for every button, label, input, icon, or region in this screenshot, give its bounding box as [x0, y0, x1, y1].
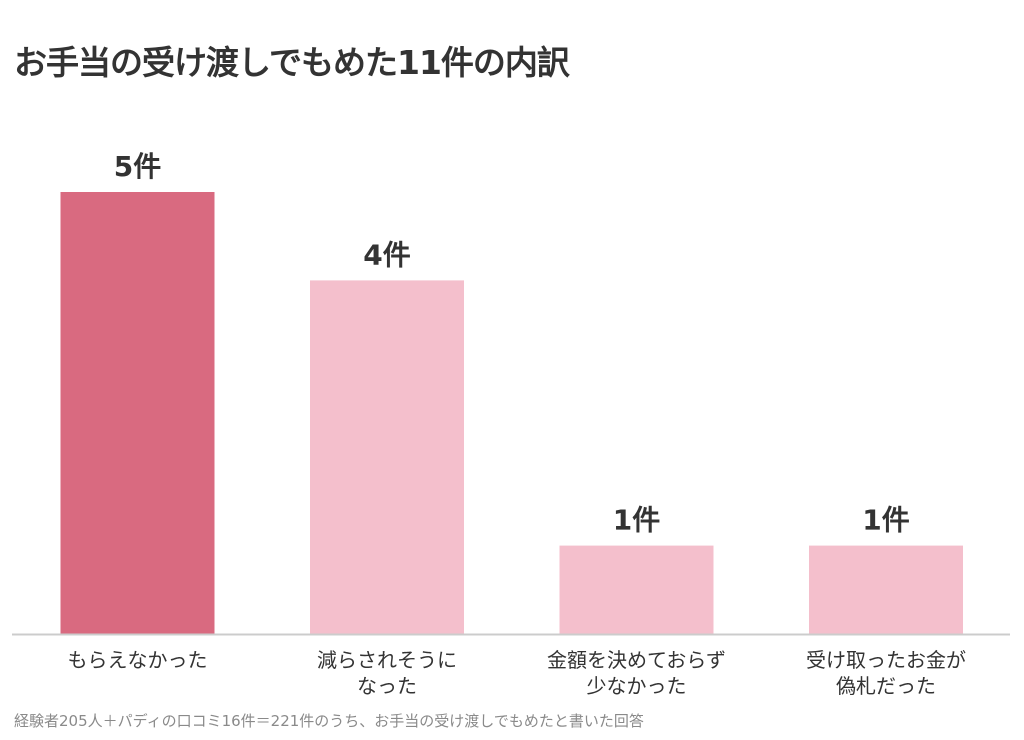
- category-label-3-line-1: 金額を決めておらず: [547, 648, 726, 672]
- category-label-3-line-2: 少なかった: [587, 674, 687, 698]
- bar-value-label-1: 5件: [114, 150, 161, 183]
- category-label-1-line-1: もらえなかった: [68, 648, 208, 672]
- category-label-4-line-1: 受け取ったお金が: [806, 648, 966, 672]
- bar-3: [559, 545, 714, 634]
- bar-4: [809, 545, 963, 634]
- bar-2: [310, 280, 464, 634]
- bar-value-label-3: 1件: [613, 504, 660, 537]
- category-label-4-line-2: 偽札だった: [836, 674, 936, 698]
- bar-value-label-2: 4件: [363, 238, 410, 271]
- bar-1: [60, 192, 215, 634]
- chart-title: お手当の受け渡しでもめた11件の内訳: [14, 43, 570, 82]
- bar-value-label-4: 1件: [862, 504, 909, 537]
- category-label-2-line-2: なった: [357, 674, 417, 698]
- footnote: 経験者205人＋パディの口コミ16件＝221件のうち、お手当の受け渡しでもめたと…: [14, 712, 644, 730]
- category-label-2-line-1: 減らされそうに: [317, 648, 457, 672]
